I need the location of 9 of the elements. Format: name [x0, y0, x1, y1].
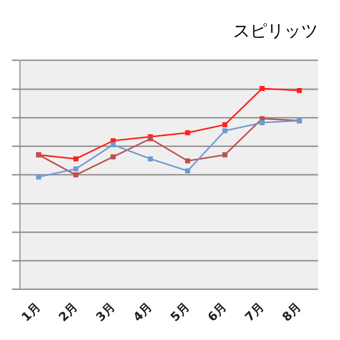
x-tick-label: 8月 — [279, 300, 304, 324]
x-tick-label: 4月 — [130, 300, 155, 324]
x-tick-label: 5月 — [168, 300, 192, 324]
x-tick-label: 1月 — [18, 300, 43, 324]
chart-title: スピリッツ — [233, 22, 318, 42]
x-tick-label: 2月 — [56, 300, 80, 324]
x-tick-label: 3月 — [93, 300, 118, 324]
x-tick-label: 6月 — [204, 300, 230, 324]
x-tick-label: 7月 — [242, 300, 266, 324]
